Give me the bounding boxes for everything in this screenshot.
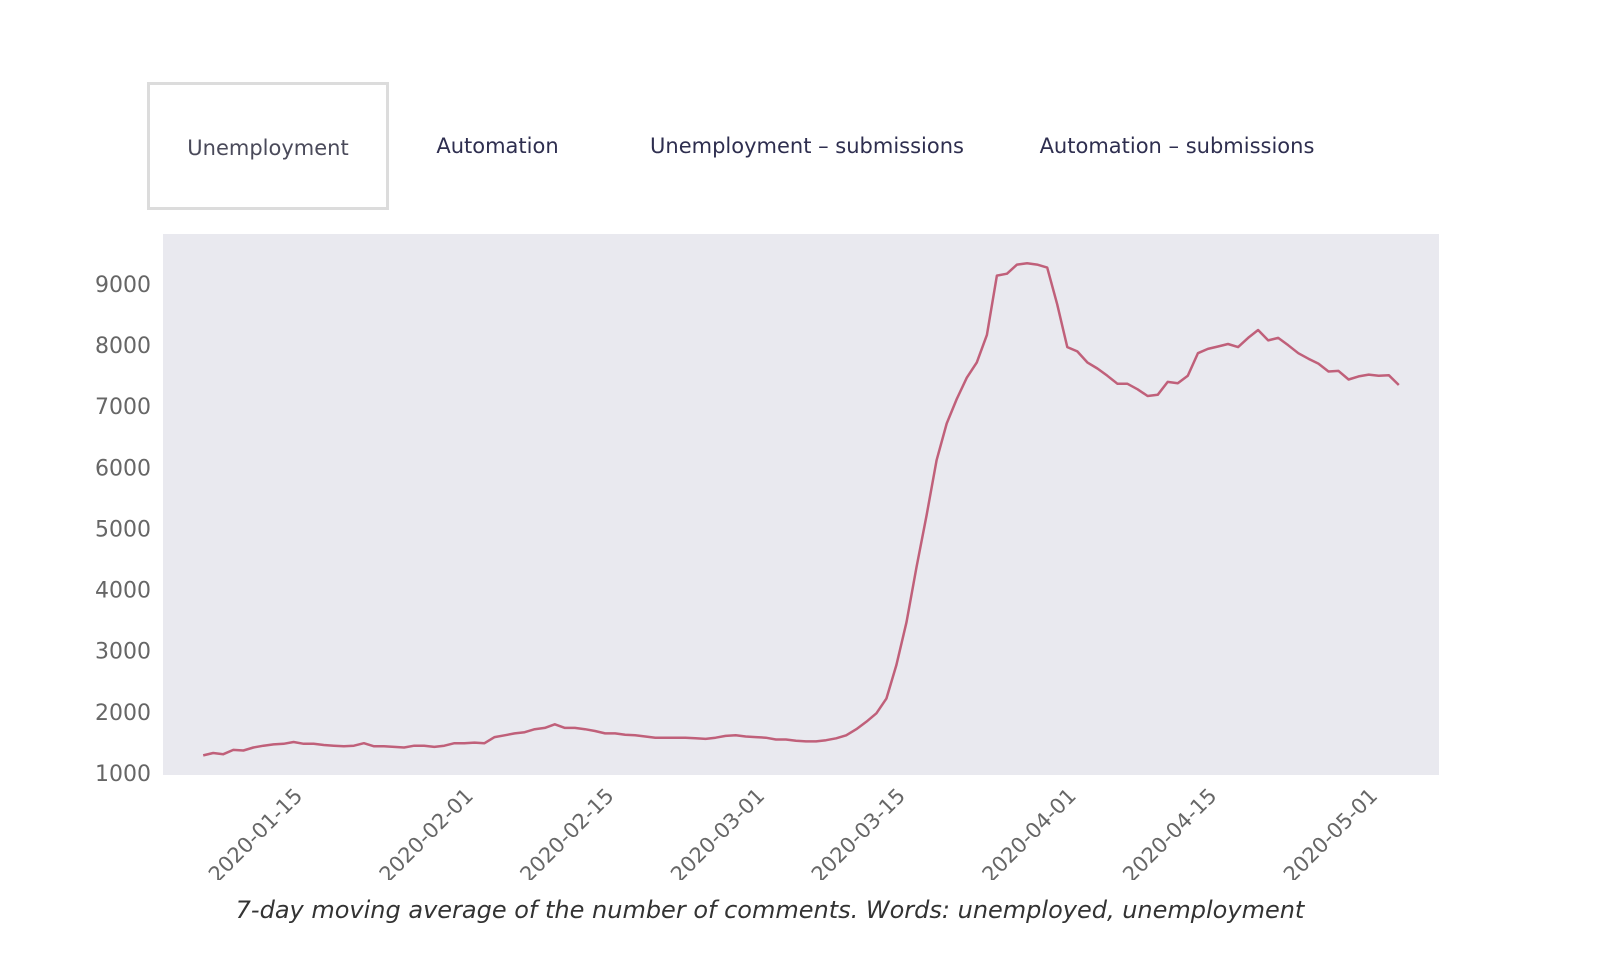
tab-automation-submissions[interactable]: Automation – submissions	[1039, 134, 1315, 158]
y-tick-label: 2000	[95, 701, 151, 726]
x-tick-label: 2020-03-01	[666, 784, 769, 880]
series-line	[202, 262, 1400, 757]
x-axis-ticks: 2020-01-15 2020-02-01 2020-02-15 2020-03-01…	[204, 784, 1382, 880]
x-tick-label: 2020-05-01	[1279, 784, 1382, 880]
tab-unemployment-submissions[interactable]: Unemployment – submissions	[650, 134, 964, 158]
y-tick-label: 1000	[95, 762, 151, 787]
x-tick-label: 2020-02-15	[515, 784, 618, 880]
x-tick-label: 2020-04-15	[1118, 784, 1221, 880]
chart-caption: 7-day moving average of the number of co…	[235, 896, 1305, 924]
y-tick-label: 5000	[95, 517, 151, 542]
series-group	[202, 262, 1400, 757]
y-axis-ticks: 1000 2000 3000 4000 5000 6000 7000 8000 9000	[95, 273, 151, 787]
x-tick-label: 2020-01-15	[204, 784, 307, 880]
x-tick-label: 2020-04-01	[978, 784, 1081, 880]
y-tick-label: 8000	[95, 334, 151, 359]
y-tick-label: 3000	[95, 640, 151, 665]
tab-bar: Unemployment Automation Unemployment – s…	[147, 82, 1447, 214]
tab-automation[interactable]: Automation	[436, 134, 559, 158]
y-tick-label: 4000	[95, 579, 151, 604]
line-chart: 1000 2000 3000 4000 5000 6000 7000 8000 9000 202…	[95, 234, 1439, 880]
plot-background	[163, 234, 1439, 775]
y-tick-label: 7000	[95, 395, 151, 420]
x-tick-label: 2020-03-15	[807, 784, 910, 880]
x-tick-label: 2020-02-01	[375, 784, 478, 880]
y-tick-label: 9000	[95, 273, 151, 298]
tab-unemployment[interactable]: Unemployment	[147, 82, 389, 210]
y-tick-label: 6000	[95, 456, 151, 481]
